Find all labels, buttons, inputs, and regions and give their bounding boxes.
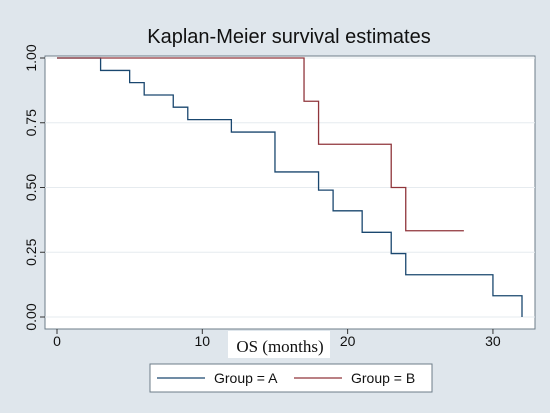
- grid-lines: [45, 57, 535, 318]
- chart-title: Kaplan-Meier survival estimates: [147, 26, 430, 48]
- plot-area: [44, 55, 536, 330]
- y-tick-label-0: 0.00: [23, 303, 39, 330]
- y-tick-label-3: 0.75: [23, 109, 39, 136]
- legend: Group = A Group = B: [157, 370, 415, 386]
- x-axis-label-box: [228, 331, 330, 358]
- x-axis-label: OS (months): [236, 337, 323, 356]
- legend-label-0: Group = A: [214, 370, 278, 386]
- y-tick-label-4: 1.00: [23, 44, 39, 71]
- y-tick-label-2: 0.50: [23, 174, 39, 201]
- series-line-1: [57, 57, 464, 232]
- x-tick-label-0: 0: [53, 333, 61, 349]
- y-tick-label-1: 0.25: [23, 238, 39, 265]
- x-tick-label-3: 30: [485, 333, 501, 349]
- x-tick-label-1: 10: [195, 333, 211, 349]
- series-line-0: [57, 57, 523, 317]
- legend-label-1: Group = B: [351, 370, 415, 386]
- axes: 0.00 0.25 0.50 0.75 1.00 0 10 20 30: [23, 44, 501, 349]
- series-lines: [57, 57, 523, 317]
- x-tick-label-2: 20: [340, 333, 356, 349]
